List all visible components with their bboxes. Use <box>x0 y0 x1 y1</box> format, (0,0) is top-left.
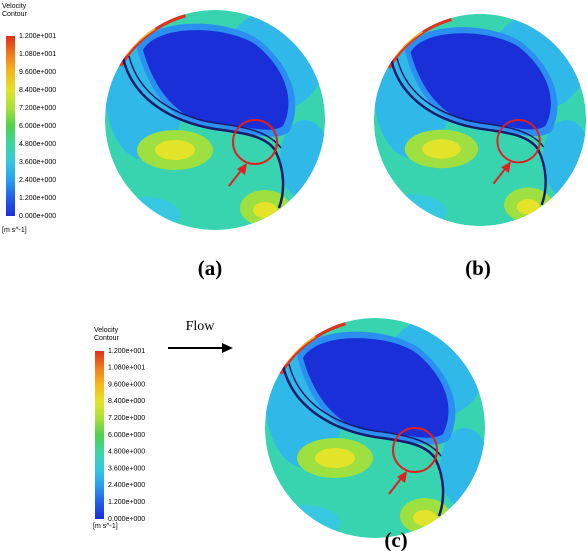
legend-unit: [m s^-1] <box>2 227 27 234</box>
legend-ticks: 1.200e+001 1.080e+001 9.600e+000 8.400e+000… <box>108 348 145 523</box>
legend-tick-label: 4.800e+000 <box>19 141 56 148</box>
legend-tick-label: 1.200e+001 <box>108 348 145 355</box>
legend-tick-label: 1.080e+001 <box>19 51 56 58</box>
panel-label: (b) <box>465 256 491 280</box>
legend-tick-label: 2.400e+000 <box>108 482 145 489</box>
legend-ticks: 1.200e+001 1.080e+001 9.600e+000 8.400e+000… <box>19 33 56 220</box>
legend-tick-label: 4.800e+000 <box>108 449 145 456</box>
legend-unit: [m s^-1] <box>93 523 118 530</box>
legend-tick-label: 1.200e+000 <box>19 195 56 202</box>
legend-title: Velocity <box>94 327 119 334</box>
legend-tick-label: 9.600e+000 <box>108 381 145 388</box>
legend-tick-label: 6.000e+000 <box>19 123 56 130</box>
legend-tick-label: 9.600e+000 <box>19 69 56 76</box>
legend-tick-label: 1.200e+000 <box>108 499 145 506</box>
legend-tick-label: 0.000e+000 <box>19 213 56 220</box>
legend-tick-label: 2.400e+000 <box>19 177 56 184</box>
legend-tick-label: 1.200e+001 <box>19 33 56 40</box>
contour-panel <box>374 14 587 229</box>
contour-panel <box>105 10 330 233</box>
legend-tick-label: 3.600e+000 <box>19 159 56 166</box>
panel-label: (a) <box>198 256 223 280</box>
contour-panel <box>265 318 490 541</box>
legend-tick-label: 7.200e+000 <box>19 105 56 112</box>
legend-subtitle: Contour <box>94 335 120 342</box>
flow-arrow <box>168 343 233 353</box>
legend-tick-label: 3.600e+000 <box>108 465 145 472</box>
legend-tick-label: 7.200e+000 <box>108 415 145 422</box>
panel-label: (c) <box>384 528 407 551</box>
legend-tick-label: 6.000e+000 <box>108 432 145 439</box>
flow-label: Flow <box>186 319 216 334</box>
colorbar <box>6 36 15 216</box>
legend-title: Velocity <box>2 3 27 10</box>
colorbar <box>95 351 104 519</box>
legend-tick-label: 8.400e+000 <box>19 87 56 94</box>
legend-tick-label: 0.000e+000 <box>108 516 145 523</box>
legend-tick-label: 1.080e+001 <box>108 365 145 372</box>
legend-subtitle: Contour <box>2 11 28 18</box>
legend-tick-label: 8.400e+000 <box>108 398 145 405</box>
